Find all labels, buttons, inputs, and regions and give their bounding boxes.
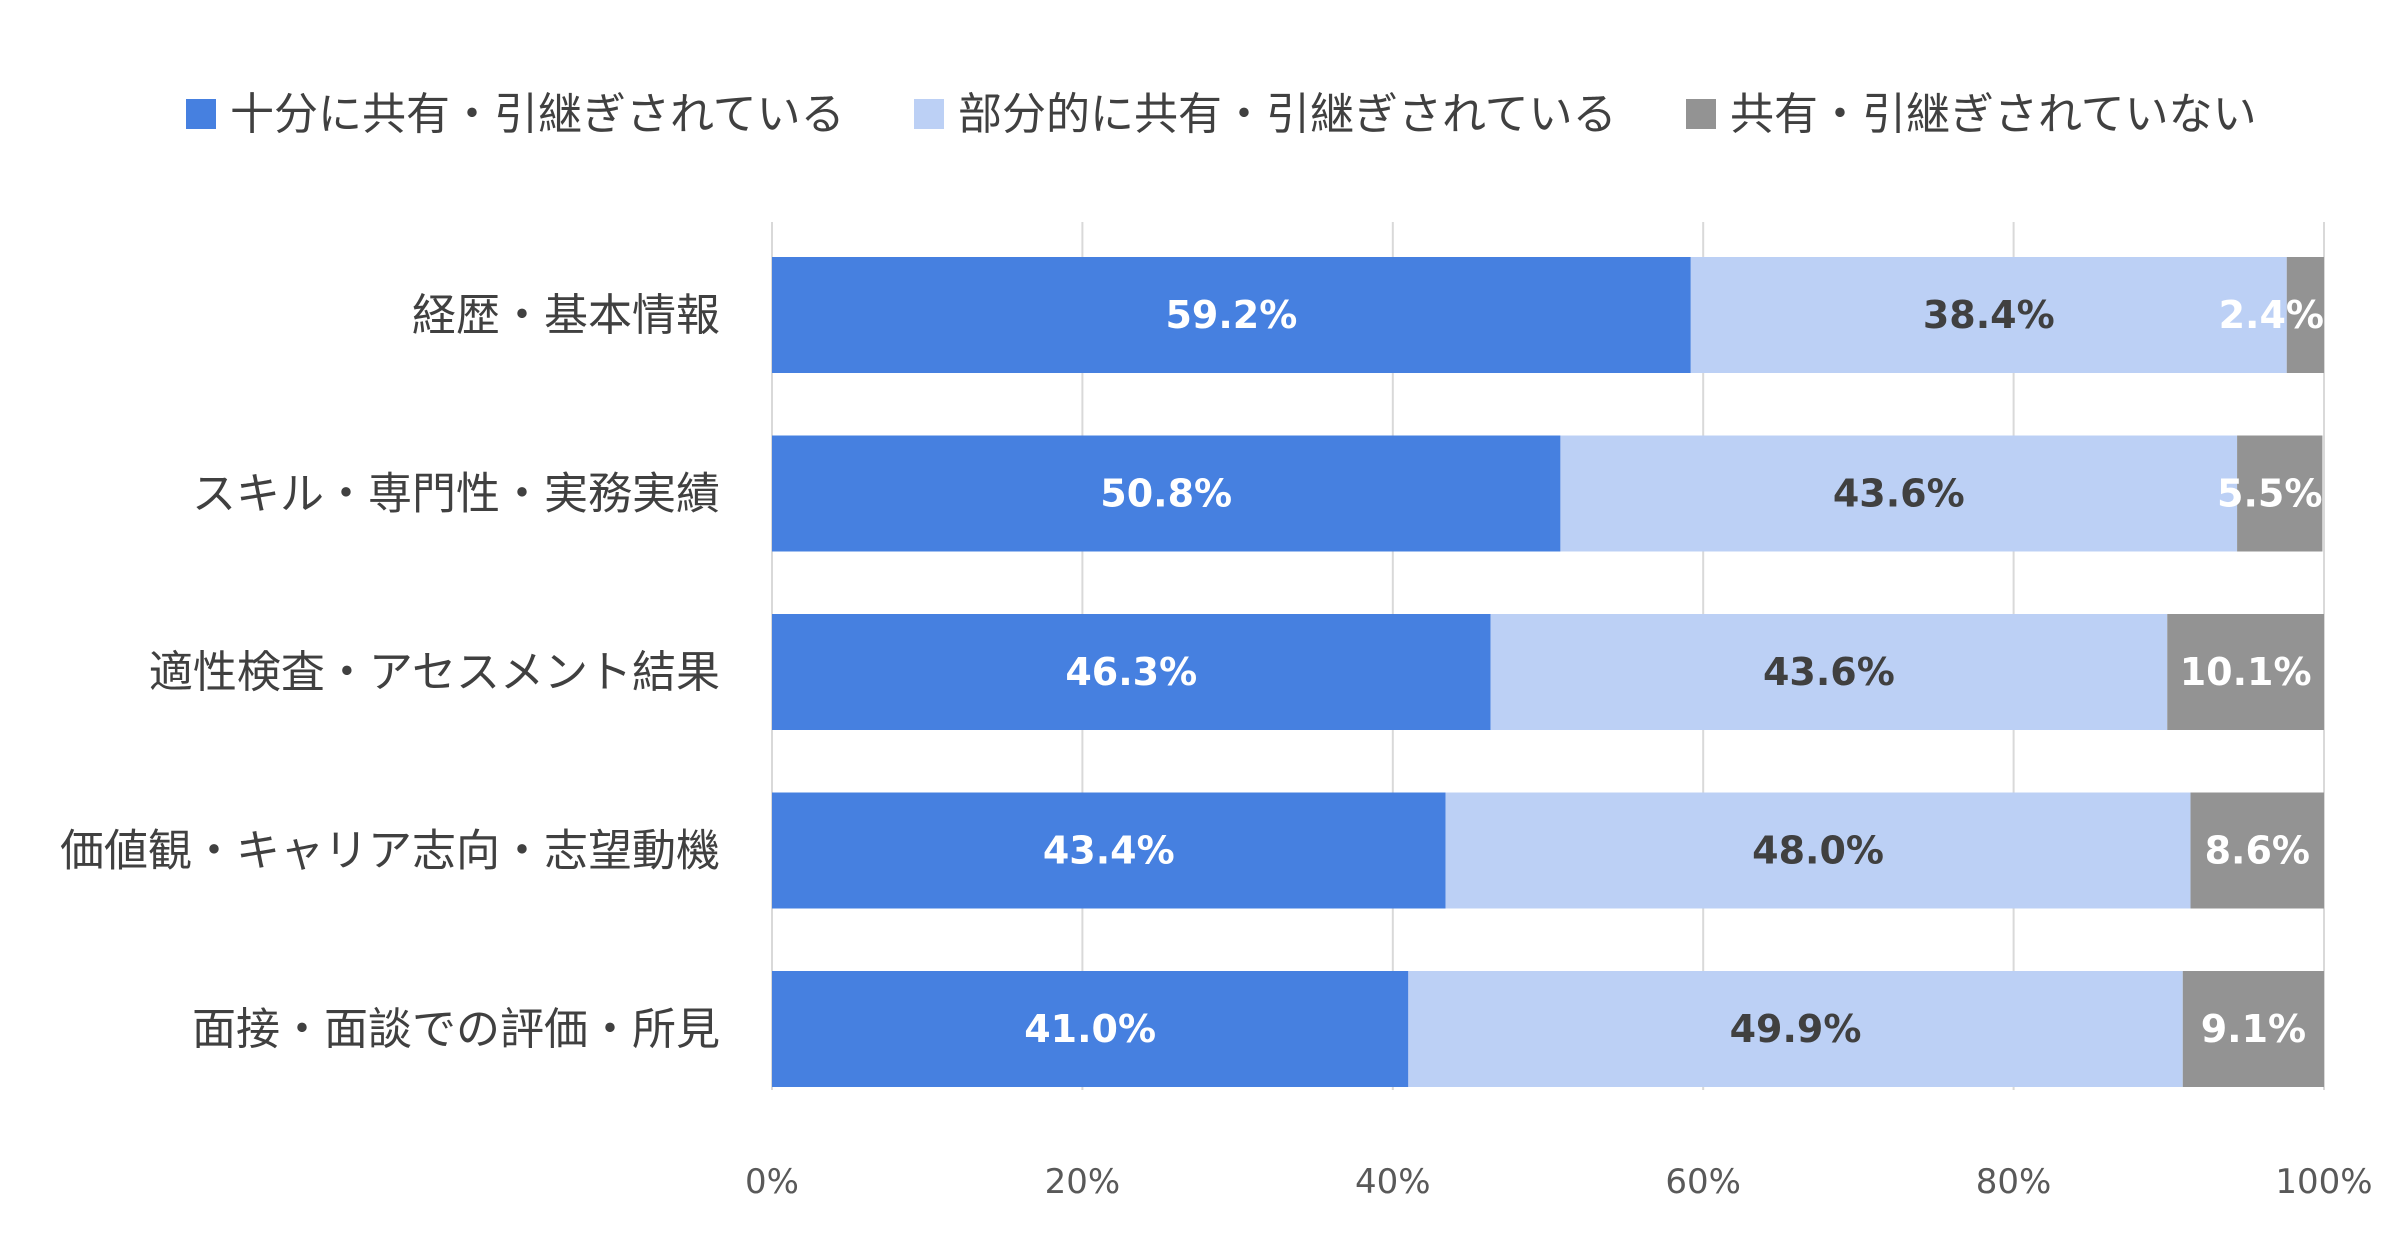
category-label: スキル・専門性・実務実績 xyxy=(192,469,720,520)
data-label: 43.6% xyxy=(1763,650,1895,694)
category-labels: 経歴・基本情報スキル・専門性・実務実績適性検査・アセスメント結果価値観・キャリア… xyxy=(60,290,720,1055)
bar-segment xyxy=(1690,257,2287,373)
bar-segment xyxy=(1445,792,2191,909)
data-label: 38.4% xyxy=(1923,293,2055,337)
bar-segment xyxy=(772,257,1691,373)
data-label: 10.1% xyxy=(2180,650,2312,694)
legend-swatch xyxy=(186,99,216,129)
category-label: 経歴・基本情報 xyxy=(412,290,720,341)
data-label: 48.0% xyxy=(1752,829,1884,873)
x-axis-tick-labels: 0% 20% 40% 60% 80% 100% xyxy=(745,1162,2373,1202)
bar-segment xyxy=(1490,614,2168,730)
legend: 十分に共有・引継ぎされている 部分的に共有・引継ぎされている 共有・引継ぎされていな… xyxy=(186,89,2257,140)
bar-segment xyxy=(1560,435,2238,552)
bar-segment xyxy=(772,435,1561,552)
x-tick-label: 40% xyxy=(1355,1162,1431,1202)
bar-segment xyxy=(1408,971,2183,1087)
bar-segment xyxy=(2190,792,2324,909)
bar-segment xyxy=(2182,971,2324,1087)
x-tick-label: 80% xyxy=(1976,1162,2052,1202)
data-label: 46.3% xyxy=(1065,650,1197,694)
x-tick-label: 0% xyxy=(745,1162,799,1202)
x-tick-label: 100% xyxy=(2275,1162,2372,1202)
data-label: 2.4% xyxy=(2219,293,2324,337)
bar-segment xyxy=(2167,614,2324,730)
bar-segment xyxy=(2286,257,2324,373)
legend-label: 十分に共有・引継ぎされている xyxy=(230,89,845,140)
legend-swatch xyxy=(1686,99,1716,129)
category-label: 適性検査・アセスメント結果 xyxy=(149,647,720,698)
category-label: 価値観・キャリア志向・志望動機 xyxy=(60,826,720,877)
data-label: 8.6% xyxy=(2205,829,2310,873)
data-label: 43.4% xyxy=(1043,829,1175,873)
bar-segment xyxy=(772,971,1409,1087)
bar-segment xyxy=(772,614,1491,730)
data-label: 5.5% xyxy=(2217,472,2322,516)
bars: 59.2% 38.4% 2.4% 50.8% 43.6% 5.5% 46.3% 43.6% 10… xyxy=(772,257,2324,1087)
legend-item: 共有・引継ぎされていない xyxy=(1686,89,2257,140)
x-tick-label: 60% xyxy=(1665,1162,1741,1202)
x-tick-label: 20% xyxy=(1045,1162,1121,1202)
bar-segment xyxy=(772,792,1446,909)
legend-swatch xyxy=(914,99,944,129)
legend-item: 十分に共有・引継ぎされている xyxy=(186,89,845,140)
data-label: 41.0% xyxy=(1024,1007,1156,1051)
legend-label: 共有・引継ぎされていない xyxy=(1730,89,2257,140)
category-label: 面接・面談での評価・所見 xyxy=(192,1004,720,1055)
data-label: 9.1% xyxy=(2201,1007,2306,1051)
data-label: 50.8% xyxy=(1100,472,1232,516)
legend-label: 部分的に共有・引継ぎされている xyxy=(958,89,1617,140)
data-label: 49.9% xyxy=(1730,1007,1862,1051)
legend-item: 部分的に共有・引継ぎされている xyxy=(914,89,1617,140)
bar-segment xyxy=(2237,435,2323,552)
data-label: 43.6% xyxy=(1833,472,1965,516)
data-label: 59.2% xyxy=(1165,293,1297,337)
